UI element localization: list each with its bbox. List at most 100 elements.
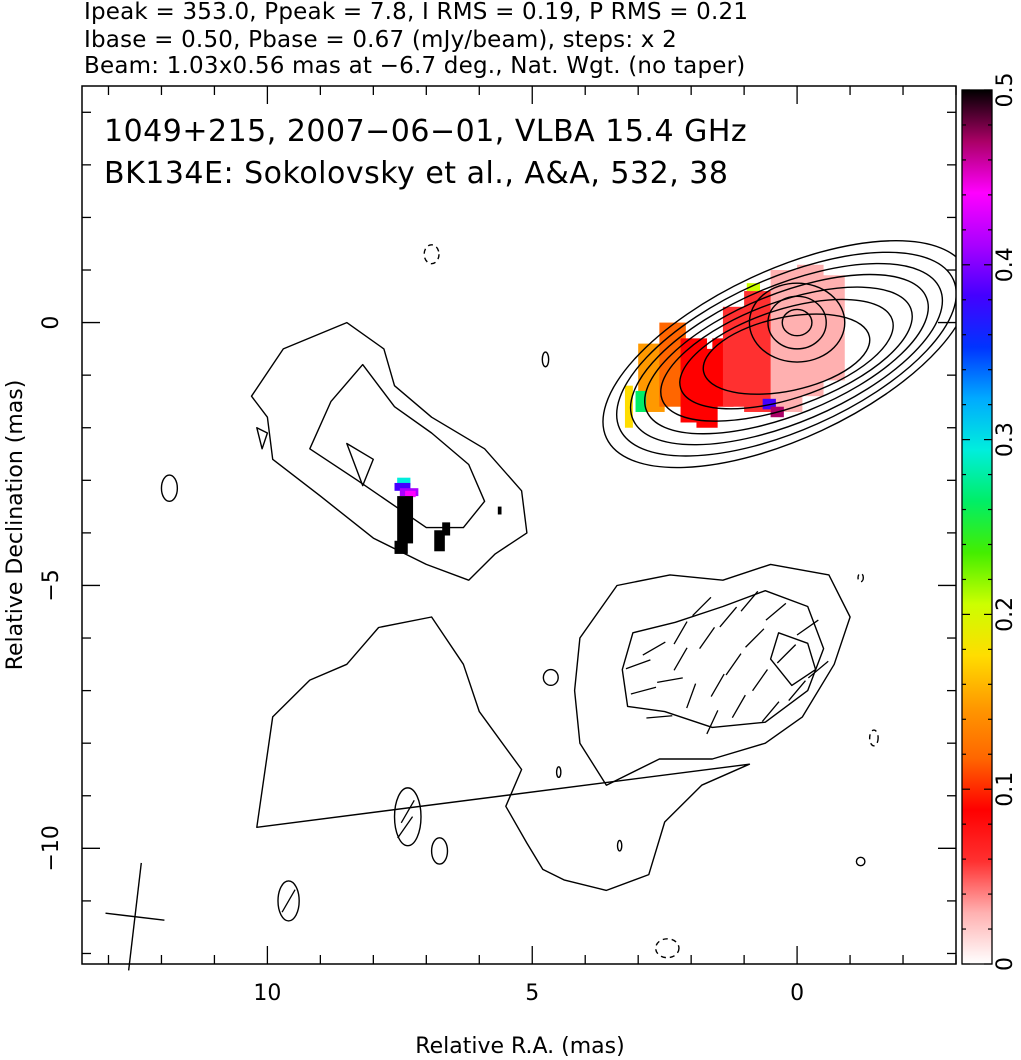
core-inner-contour-0 xyxy=(748,282,846,363)
header-line-2: Ibase = 0.50, Pbase = 0.67 (mJy/beam), s… xyxy=(84,27,677,53)
fpol-pixel-13 xyxy=(762,398,776,410)
island-contour-2 xyxy=(277,880,300,922)
evpa-vector-20 xyxy=(807,660,829,679)
plot-frame xyxy=(81,85,957,965)
pol-core-contour-0 xyxy=(573,563,851,786)
colorbar-ticks: 0 0.1 0.2 0.3 0.4 0.5 xyxy=(962,73,1018,971)
evpa-vector-13 xyxy=(745,628,765,648)
beam-minor-axis xyxy=(105,912,165,921)
x-tick-label: 0 xyxy=(790,981,804,1006)
fpol-pixel-16 xyxy=(394,482,411,491)
evpa-vector-17 xyxy=(776,644,797,664)
pol-jet-contour-0 xyxy=(256,616,751,892)
negative-contour-0 xyxy=(423,244,440,265)
core-contour-4 xyxy=(660,286,913,422)
header-line-3: Beam: 1.03x0.56 mas at −6.7 deg., Nat. W… xyxy=(84,53,746,79)
fpol-pixel-23 xyxy=(497,506,502,515)
evpa-vector-0 xyxy=(625,659,651,670)
evpa-vector-4 xyxy=(646,715,673,719)
core-contour-6 xyxy=(702,313,871,395)
core-contour-0 xyxy=(602,240,956,469)
y-tick-label: 0 xyxy=(39,316,64,330)
pol-core-contour-1 xyxy=(621,590,825,729)
fpol-pixel-9 xyxy=(818,275,845,381)
evpa-vector-5 xyxy=(673,647,688,671)
colorbar-tick-label: 0.4 xyxy=(993,247,1018,282)
core-contour-2 xyxy=(629,262,944,446)
contour-layer xyxy=(160,240,956,959)
reference-annotation: BK134E: Sokolovsky et al., A&A, 532, 38 xyxy=(104,156,729,191)
island-contour-8 xyxy=(855,856,866,867)
fpol-pixel-10 xyxy=(624,385,633,428)
core-contour-5 xyxy=(679,298,894,410)
colorbar-tick-label: 0.5 xyxy=(993,73,1018,108)
island-contour-0 xyxy=(393,787,422,847)
header-line-1: Ipeak = 353.0, Ppeak = 7.8, I RMS = 0.19… xyxy=(84,0,749,25)
evpa-vector-18 xyxy=(788,680,806,701)
island-contour-3 xyxy=(160,474,179,503)
island-contour-6 xyxy=(555,766,562,779)
colorbar xyxy=(962,90,992,964)
core-contour-1 xyxy=(615,251,956,457)
evpa-vector-6 xyxy=(686,683,697,709)
jet-left-contour-3 xyxy=(256,427,269,450)
evpa-vector-23 xyxy=(706,710,719,735)
x-tick-label: 10 xyxy=(253,981,281,1006)
negative-contour-2 xyxy=(654,938,680,959)
island-contour-1 xyxy=(430,837,449,865)
fpol-pixel-11 xyxy=(635,390,647,412)
evpa-vector-layer xyxy=(281,590,829,913)
evpa-vector-14 xyxy=(752,669,769,692)
fpol-pixel-12 xyxy=(746,283,761,292)
island-contour-7 xyxy=(616,839,623,852)
evpa-vector-9 xyxy=(719,606,738,628)
x-axis-label: Relative R.A. (mas) xyxy=(415,1034,624,1059)
evpa-vector-24 xyxy=(400,799,415,824)
negative-contour-3 xyxy=(857,572,865,583)
axis-ticks xyxy=(82,86,957,964)
jet-left-contour-1 xyxy=(309,363,486,529)
core-inner-contour-2 xyxy=(781,308,813,337)
core-contour-3 xyxy=(644,273,929,435)
evpa-vector-26 xyxy=(281,889,296,913)
fpol-pixel-22 xyxy=(442,522,451,536)
fpol-pixel-15 xyxy=(397,477,411,486)
evpa-vector-12 xyxy=(740,590,759,612)
beam-marker xyxy=(105,862,165,971)
evpa-vector-3 xyxy=(657,677,683,683)
colorbar-tick-label: 0.1 xyxy=(993,772,1018,807)
negative-contour-1 xyxy=(868,729,879,747)
colorbar-tick-label: 0 xyxy=(993,957,1018,971)
evpa-vector-15 xyxy=(761,701,780,723)
core-inner-contour-1 xyxy=(767,295,827,350)
evpa-vector-10 xyxy=(725,653,742,676)
evpa-vector-7 xyxy=(699,627,716,650)
evpa-vector-16 xyxy=(765,602,787,621)
evpa-vector-11 xyxy=(731,694,746,718)
y-tick-label: −5 xyxy=(39,569,64,601)
evpa-vector-2 xyxy=(642,641,666,656)
evpa-vector-21 xyxy=(692,596,712,617)
pol-core-contour-2 xyxy=(769,632,817,687)
y-axis-label: Relative Declination (mas) xyxy=(3,380,28,671)
jet-left-contour-2 xyxy=(346,442,374,487)
colorbar-tick-label: 0.3 xyxy=(993,422,1018,457)
fpol-pixel-21 xyxy=(434,530,445,552)
colorbar-tick-label: 0.2 xyxy=(993,597,1018,632)
jet-left-contour-0 xyxy=(250,321,528,581)
evpa-vector-8 xyxy=(710,673,725,697)
fractional-polarization-layer xyxy=(394,264,845,554)
evpa-vector-22 xyxy=(673,621,688,645)
colorbar-frame xyxy=(961,89,993,965)
evpa-vector-25 xyxy=(397,816,414,839)
fpol-pixel-19 xyxy=(397,496,414,544)
axis-tick-labels: 10 5 0 0 −5 −10 xyxy=(39,316,804,1006)
evpa-vector-1 xyxy=(630,686,657,695)
y-tick-label: −10 xyxy=(39,825,64,871)
island-contour-4 xyxy=(541,351,550,368)
x-tick-label: 5 xyxy=(525,981,539,1006)
source-annotation: 1049+215, 2007−06−01, VLBA 15.4 GHz xyxy=(104,114,748,149)
island-contour-5 xyxy=(542,668,559,687)
evpa-vector-19 xyxy=(796,619,819,636)
